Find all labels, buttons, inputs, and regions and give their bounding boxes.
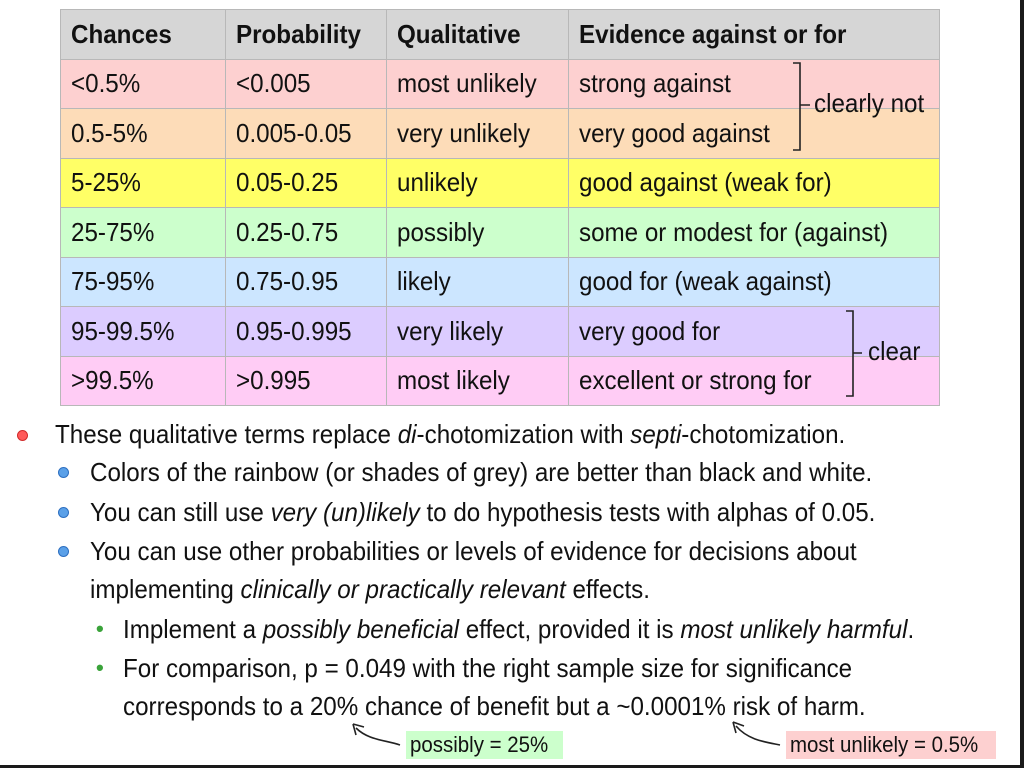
bullet-4-line-2: implementing clinically or practically r… [90,574,650,604]
cell-chances: <0.5% [60,58,226,109]
cell-chances: 5-25% [60,157,226,208]
bullet-1: These qualitative terms replace di-choto… [55,419,846,449]
cell-chances: 0.5-5% [60,108,226,159]
table-row: 95-99.5% 0.95-0.995 very likely very goo… [60,306,940,357]
cell-qualitative: possibly [386,207,569,258]
table-row: 5-25% 0.05-0.25 unlikely good against (w… [60,157,940,208]
bracket-clearly-not [793,62,810,151]
table-row: <0.5% <0.005 most unlikely strong agains… [60,58,940,109]
cell-evidence: good against (weak for) [568,157,940,208]
arrow-possibly [355,727,401,746]
bullet-5: Implement a possibly beneficial effect, … [123,614,915,644]
bullet-3: You can still use very (un)likely to do … [90,497,876,527]
bracket-label-clear: clear [868,336,921,366]
table-row: 75-95% 0.75-0.95 likely good for (weak a… [60,256,940,307]
cell-qualitative: very unlikely [386,108,569,159]
bracket-clear [846,310,862,397]
cell-qualitative: most likely [386,355,569,406]
arrowhead-possibly [352,723,365,736]
cell-chances: >99.5% [60,355,226,406]
cell-probability: 0.05-0.25 [225,157,387,208]
cell-probability: 0.95-0.995 [225,306,387,357]
slide-frame-right [1020,0,1024,768]
table-row: >99.5% >0.995 most likely excellent or s… [60,355,940,406]
arrowhead-most-unlikely [732,721,745,734]
cell-qualitative: unlikely [386,157,569,208]
cell-evidence: very good for [568,306,940,357]
bullet-2: Colors of the rainbow (or shades of grey… [90,457,873,487]
cell-probability: 0.25-0.75 [225,207,387,258]
cell-probability: 0.005-0.05 [225,108,387,159]
cell-evidence: very good against [568,108,940,159]
cell-evidence: some or modest for (against) [568,207,940,258]
note-most-unlikely: most unlikely = 0.5% [786,731,997,759]
slide-frame-bottom [0,765,1024,768]
bullet-6-line-1: For comparison, p = 0.049 with the right… [123,653,853,683]
bracket-label-clearly-not: clearly not [814,88,925,118]
header-qualitative: Qualitative [386,9,569,60]
table-row: 25-75% 0.25-0.75 possibly some or modest… [60,207,940,258]
header-probability: Probability [225,9,387,60]
bullet-6-line-2: corresponds to a 20% chance of benefit b… [123,691,866,721]
cell-probability: 0.75-0.95 [225,256,387,307]
cell-evidence: excellent or strong for [568,355,940,406]
header-evidence: Evidence against or for [568,9,940,60]
note-possibly: possibly = 25% [406,731,563,759]
cell-qualitative: most unlikely [386,58,569,109]
bullet-dot-blue [58,467,69,478]
cell-chances: 25-75% [60,207,226,258]
table-row: 0.5-5% 0.005-0.05 very unlikely very goo… [60,108,940,159]
cell-chances: 95-99.5% [60,306,226,357]
bullet-dot-blue [58,507,69,518]
table-header-row: Chances Probability Qualitative Evidence… [60,9,940,60]
bullet-dot-green: • [96,616,104,641]
cell-chances: 75-95% [60,256,226,307]
bullet-dot-green: • [96,655,104,680]
cell-probability: <0.005 [225,58,387,109]
bullet-dot-red [17,430,28,441]
cell-probability: >0.995 [225,355,387,406]
bullet-4-line-1: You can use other probabilities or level… [90,536,857,566]
cell-qualitative: likely [386,256,569,307]
bullet-dot-blue [58,546,69,557]
header-chances: Chances [60,9,226,60]
evidence-table: Chances Probability Qualitative Evidence… [60,9,940,406]
arrow-most-unlikely [735,725,781,746]
